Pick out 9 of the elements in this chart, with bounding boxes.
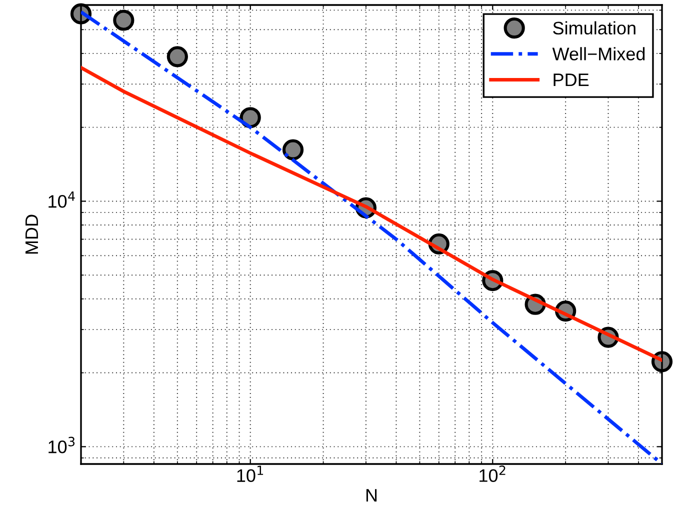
legend-label: PDE [554,74,589,86]
y-axis-title: MDD [26,214,38,254]
x-axis-title: N [366,489,377,502]
y-tick-label: 10$^{3}$ [48,436,75,454]
y-tick-label: 10$^{4}$ [48,192,75,208]
legend-label: Well−Mixed [552,47,645,60]
legend-label: Simulation [553,21,636,35]
x-tick-label: 10$^{1}$ [237,466,264,482]
x-tick-label: 10$^{2}$ [480,466,506,482]
